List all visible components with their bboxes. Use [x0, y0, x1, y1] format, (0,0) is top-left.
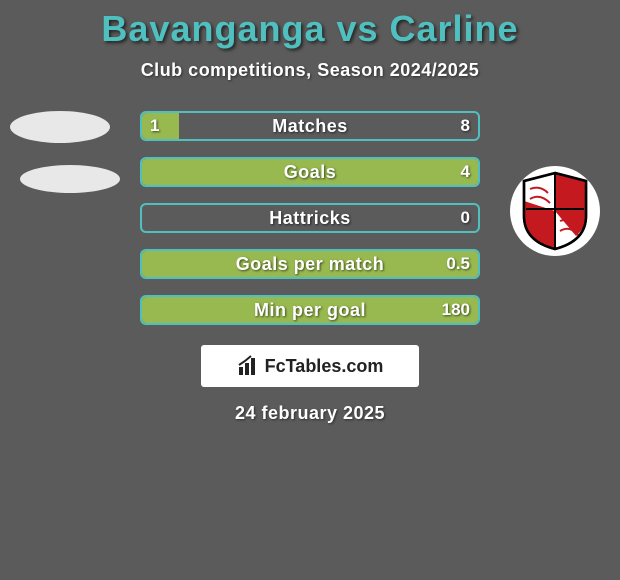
stat-label: Hattricks: [142, 205, 478, 231]
stat-bar: Matches: [140, 111, 480, 141]
stat-bar: Min per goal: [140, 295, 480, 325]
stats-area: Matches1 8 Goals4 Hattricks0 Goals per match…: [0, 111, 620, 325]
bar-chart-icon: [237, 355, 259, 377]
stat-value-right: 4: [461, 157, 470, 187]
stat-label: Min per goal: [142, 297, 478, 323]
stat-row: Matches1 8: [0, 111, 620, 141]
stat-bar: Hattricks: [140, 203, 480, 233]
stat-row: Goals per match0.5: [0, 249, 620, 279]
fctables-badge[interactable]: FcTables.com: [201, 345, 419, 387]
page-title: Bavanganga vs Carline: [0, 0, 620, 50]
stat-value-right: 0.5: [446, 249, 470, 279]
subtitle: Club competitions, Season 2024/2025: [0, 60, 620, 81]
stat-row: Hattricks0: [0, 203, 620, 233]
stat-value-right: 8: [461, 111, 470, 141]
stat-label: Goals per match: [142, 251, 478, 277]
stat-bar: Goals per match: [140, 249, 480, 279]
fctables-label: FcTables.com: [265, 356, 384, 377]
stat-label: Matches: [142, 113, 478, 139]
stat-bar: Goals: [140, 157, 480, 187]
stat-value-left: 1: [150, 111, 159, 141]
stat-value-right: 180: [442, 295, 470, 325]
date-label: 24 february 2025: [0, 403, 620, 424]
stat-row: Goals4: [0, 157, 620, 187]
stat-value-right: 0: [461, 203, 470, 233]
stat-label: Goals: [142, 159, 478, 185]
stat-row: Min per goal180: [0, 295, 620, 325]
